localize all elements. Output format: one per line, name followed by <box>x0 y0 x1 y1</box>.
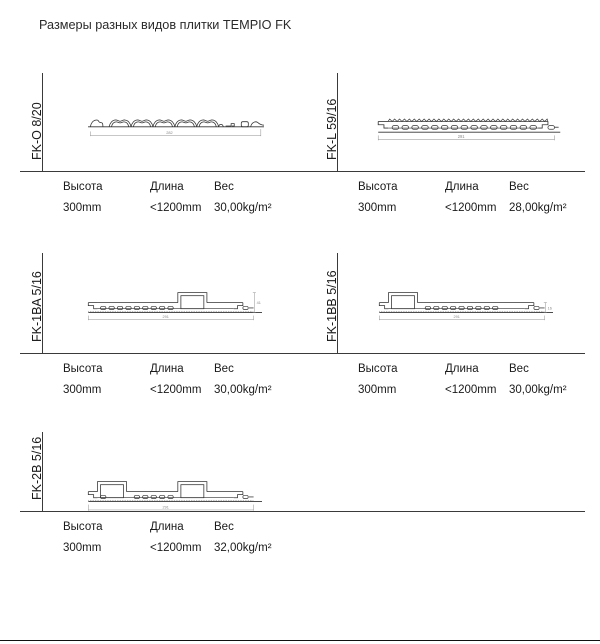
svg-text:291: 291 <box>458 134 466 139</box>
svg-text:282: 282 <box>166 130 173 135</box>
svg-text:291: 291 <box>163 315 169 319</box>
svg-text:16: 16 <box>548 306 552 310</box>
svg-text:291: 291 <box>454 315 460 319</box>
svg-text:291: 291 <box>163 505 169 509</box>
svg-text:41: 41 <box>257 301 261 305</box>
